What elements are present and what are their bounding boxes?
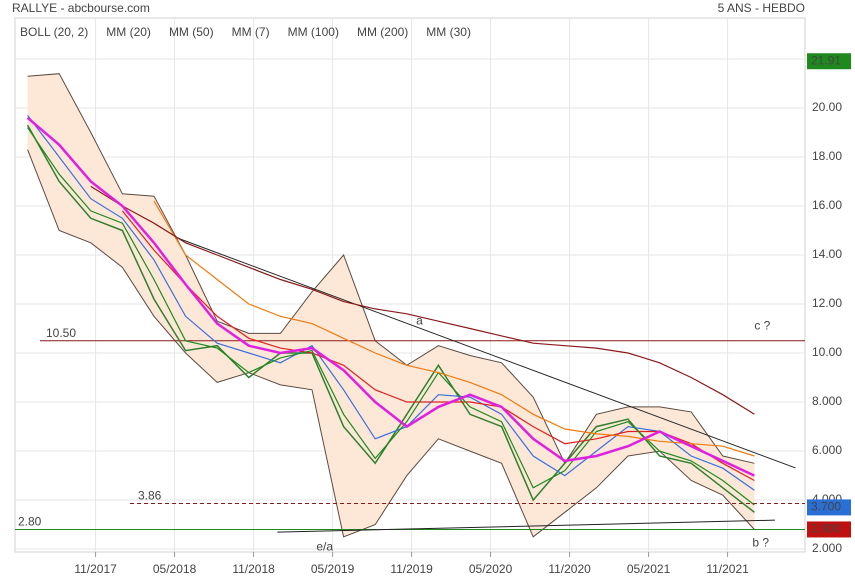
ma-line <box>90 185 755 415</box>
x-tick-label: 11/2020 <box>548 562 591 576</box>
y-tick-label: 16.00 <box>812 198 842 212</box>
x-tick-label: 11/2019 <box>390 562 433 576</box>
y-tick-label: 2.000 <box>812 541 842 555</box>
annotation: a <box>416 313 423 327</box>
chart-title: RALLYE - abcbourse.com <box>12 1 150 15</box>
bollinger-lower <box>27 149 755 538</box>
legend-entry: MM (50) <box>169 25 214 39</box>
x-tick-label: 05/2018 <box>153 562 197 576</box>
legend-entry: MM (30) <box>426 25 471 39</box>
y-tick-label: 6.000 <box>812 443 842 457</box>
annotation: b ? <box>752 535 769 549</box>
y-tick-label: 10.00 <box>812 345 842 359</box>
price-tag-box <box>807 53 851 70</box>
price-tag-label: 21.91 <box>811 53 841 67</box>
x-tick-label: 11/2021 <box>706 562 749 576</box>
ma-line <box>27 127 755 506</box>
y-tick-label: 14.00 <box>812 247 842 261</box>
bollinger-area <box>27 73 755 537</box>
y-tick-label: 18.00 <box>812 149 842 163</box>
ma-line <box>121 210 755 482</box>
x-tick-label: 05/2019 <box>311 562 355 576</box>
x-tick-label: 05/2021 <box>627 562 671 576</box>
y-tick-label: 20.00 <box>812 100 842 114</box>
y-tick-label: 8.000 <box>812 394 842 408</box>
annotation: e/a <box>316 539 333 553</box>
level-label: 2.80 <box>18 515 42 529</box>
y-tick-label: 12.00 <box>812 296 842 310</box>
legend-entry: BOLL (20, 2) <box>20 25 88 39</box>
annotation: c ? <box>754 318 770 332</box>
legend-entry: MM (20) <box>106 25 151 39</box>
trend-line <box>177 237 796 469</box>
level-label: 10.50 <box>46 326 76 340</box>
ma-line <box>153 200 755 457</box>
period-label: 5 ANS - HEBDO <box>718 1 805 15</box>
price-tag-box <box>807 499 851 516</box>
trend-line <box>277 519 775 533</box>
legend-entry: MM (100) <box>288 25 339 39</box>
price-tag-label: 3.700 <box>811 500 841 514</box>
bollinger-upper <box>27 73 755 465</box>
price-tag-box <box>807 521 851 538</box>
legend-entry: MM (7) <box>232 25 270 39</box>
price-tag-label: 2.800 <box>811 522 841 536</box>
ma-line <box>26 116 755 477</box>
price-line <box>26 124 755 513</box>
level-label: 3.86 <box>138 489 162 503</box>
x-tick-label: 11/2017 <box>74 562 117 576</box>
legend-entry: MM (200) <box>357 25 408 39</box>
x-tick-label: 11/2018 <box>232 562 275 576</box>
x-tick-label: 05/2020 <box>469 562 513 576</box>
